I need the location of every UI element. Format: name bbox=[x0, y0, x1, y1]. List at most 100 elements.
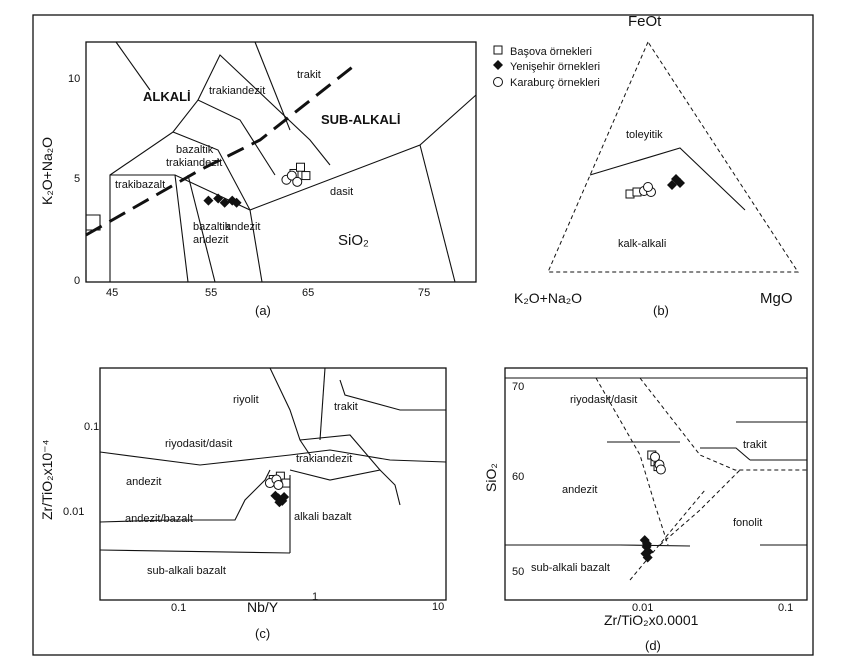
boundary-a-6 bbox=[197, 54, 331, 166]
panel-a: ALKALİ SUB-ALKALİ trakit trakiandezit ba… bbox=[39, 41, 477, 318]
caption-a: (a) bbox=[255, 303, 271, 318]
field-c-riyolit: riyolit bbox=[233, 394, 259, 406]
field-alkali: ALKALİ bbox=[143, 89, 191, 104]
panel-c: riyolit trakit riyodasit/dasit trakiande… bbox=[39, 367, 447, 641]
y-axis-label-a: K₂O+Na₂O bbox=[39, 137, 55, 205]
field-c-riyodasit: riyodasit/dasit bbox=[165, 438, 232, 450]
panel-a-point-basova bbox=[301, 171, 311, 181]
panel-c-point-yenisehir bbox=[274, 497, 285, 508]
y-axis-label-c: Zr/TiO₂x10⁻⁴ bbox=[39, 439, 55, 520]
figure-frame bbox=[32, 14, 814, 656]
xtick-d-0: 0.01 bbox=[632, 602, 653, 614]
field-d-trakit: trakit bbox=[743, 439, 767, 451]
boundary-d-4 bbox=[700, 447, 751, 461]
panel-d-point-karaburc bbox=[650, 451, 661, 462]
xtick-a-0: 45 bbox=[106, 287, 118, 299]
boundary-a-8 bbox=[419, 144, 456, 283]
apex-left-label: K₂O+Na₂O bbox=[514, 290, 582, 306]
field-bazaltik-trakiandezit-1: bazaltik bbox=[176, 144, 214, 156]
boundary-a-7 bbox=[110, 94, 477, 211]
boundary-a-4 bbox=[109, 131, 263, 283]
panel-b: FeOt K₂O+Na₂O MgO toleyitik kalk-alkali … bbox=[514, 13, 799, 318]
field-c-trakit: trakit bbox=[334, 401, 358, 413]
panel-d-frame bbox=[504, 367, 808, 601]
tholeiitic-boundary bbox=[589, 147, 746, 211]
boundary-c-6 bbox=[99, 469, 271, 523]
panel-a-point-yenisehir bbox=[203, 195, 214, 206]
apex-right-label: MgO bbox=[760, 290, 793, 307]
ytick-d-1: 60 bbox=[512, 471, 524, 483]
field-toleyitik: toleyitik bbox=[626, 129, 663, 141]
legend-marker-basova bbox=[493, 45, 503, 55]
field-d-andezit: andezit bbox=[562, 484, 597, 496]
boundary-c-4 bbox=[339, 379, 446, 411]
boundary-a-3 bbox=[187, 174, 216, 283]
legend-marker-karaburc bbox=[493, 77, 503, 87]
afm-point-karaburc-3 bbox=[643, 182, 653, 192]
boundary-a-10 bbox=[115, 41, 151, 91]
field-subalkali: SUB-ALKALİ bbox=[321, 112, 400, 127]
ytick-d-0: 70 bbox=[512, 381, 524, 393]
ytick-a-1: 5 bbox=[74, 173, 80, 185]
ytick-a-2: 10 bbox=[68, 73, 80, 85]
panel-a-point-karaburc bbox=[292, 176, 303, 187]
field-kalkalkali: kalk-alkali bbox=[618, 238, 666, 250]
ytick-d-2: 50 bbox=[512, 566, 524, 578]
panel-a-frame bbox=[85, 41, 477, 283]
panel-c-marks bbox=[264, 471, 291, 508]
field-d-fonolit: fonolit bbox=[733, 517, 762, 529]
field-trakiandezit: trakiandezit bbox=[209, 85, 265, 97]
panel-a-point-basova bbox=[296, 162, 305, 172]
panel-a-point-yenisehir bbox=[219, 197, 230, 208]
y-axis-label-d: SiO₂ bbox=[483, 463, 499, 492]
panel-a-point-yenisehir bbox=[231, 197, 242, 208]
boundary-d-3 bbox=[639, 377, 807, 471]
legend-marker-yenisehir bbox=[493, 60, 503, 70]
field-c-andezitbazalt: andezit/bazalt bbox=[125, 513, 193, 525]
legend: Başova örnekleri Yenişehir örnekleri Kar… bbox=[493, 45, 600, 89]
ytick-a-0: 0 bbox=[74, 275, 80, 287]
panel-d-point-karaburc bbox=[655, 464, 666, 475]
boundary-d-7 bbox=[659, 469, 741, 546]
legend-label-karaburc: Karaburç örnekleri bbox=[510, 77, 600, 89]
field-c-alkalibazalt: alkali bazalt bbox=[294, 511, 351, 523]
boundary-c-8 bbox=[99, 549, 291, 554]
xtick-c-2: 10 bbox=[432, 601, 444, 613]
legend-label-basova: Başova örnekleri bbox=[510, 46, 592, 58]
field-d-riyodasit: riyodasit/dasit bbox=[570, 394, 637, 406]
caption-d: (d) bbox=[645, 638, 661, 653]
ytick-c-1: 0.01 bbox=[63, 506, 84, 518]
xtick-c-0: 0.1 bbox=[171, 602, 186, 614]
field-bazaltik-andezit-2: andezit bbox=[193, 234, 228, 246]
field-trakit: trakit bbox=[297, 69, 321, 81]
ytick-c-0: 0.1 bbox=[84, 421, 99, 433]
field-bazaltik-trakiandezit-2: trakiandezit bbox=[166, 157, 222, 169]
legend-label-yenisehir: Yenişehir örnekleri bbox=[510, 61, 600, 73]
panel-d-marks bbox=[639, 450, 666, 563]
boundary-d-8 bbox=[505, 544, 691, 547]
boundary-c-1 bbox=[99, 449, 447, 466]
panel-d-point-yenisehir bbox=[641, 538, 652, 549]
xtick-d-1: 0.1 bbox=[778, 602, 793, 614]
boundary-a-2 bbox=[109, 174, 189, 283]
panel-d-point-yenisehir bbox=[640, 548, 651, 559]
field-trakibazalt: trakibazalt bbox=[115, 179, 165, 191]
caption-b: (b) bbox=[653, 303, 669, 318]
boundary-a-11 bbox=[254, 41, 291, 131]
field-dasit: dasit bbox=[330, 186, 353, 198]
field-andezit: andezit bbox=[225, 221, 260, 233]
boundary-c-2 bbox=[269, 367, 311, 456]
panel-c-point-karaburc bbox=[273, 479, 284, 490]
x-axis-label-a: SiO₂ bbox=[338, 232, 369, 249]
boundary-c-3 bbox=[319, 367, 326, 441]
field-d-subalkalibazalt: sub-alkali bazalt bbox=[531, 562, 610, 574]
afm-point-yenisehir-2 bbox=[675, 178, 685, 188]
field-c-trakiandezit: trakiandezit bbox=[296, 453, 352, 465]
boundary-d-2 bbox=[595, 377, 669, 546]
boundary-a-5 bbox=[172, 99, 276, 176]
panel-a-point-yenisehir bbox=[213, 193, 224, 204]
boundary-c-9 bbox=[379, 469, 401, 506]
xtick-c-1: 1 bbox=[312, 591, 318, 603]
panel-a-marks bbox=[203, 162, 311, 208]
